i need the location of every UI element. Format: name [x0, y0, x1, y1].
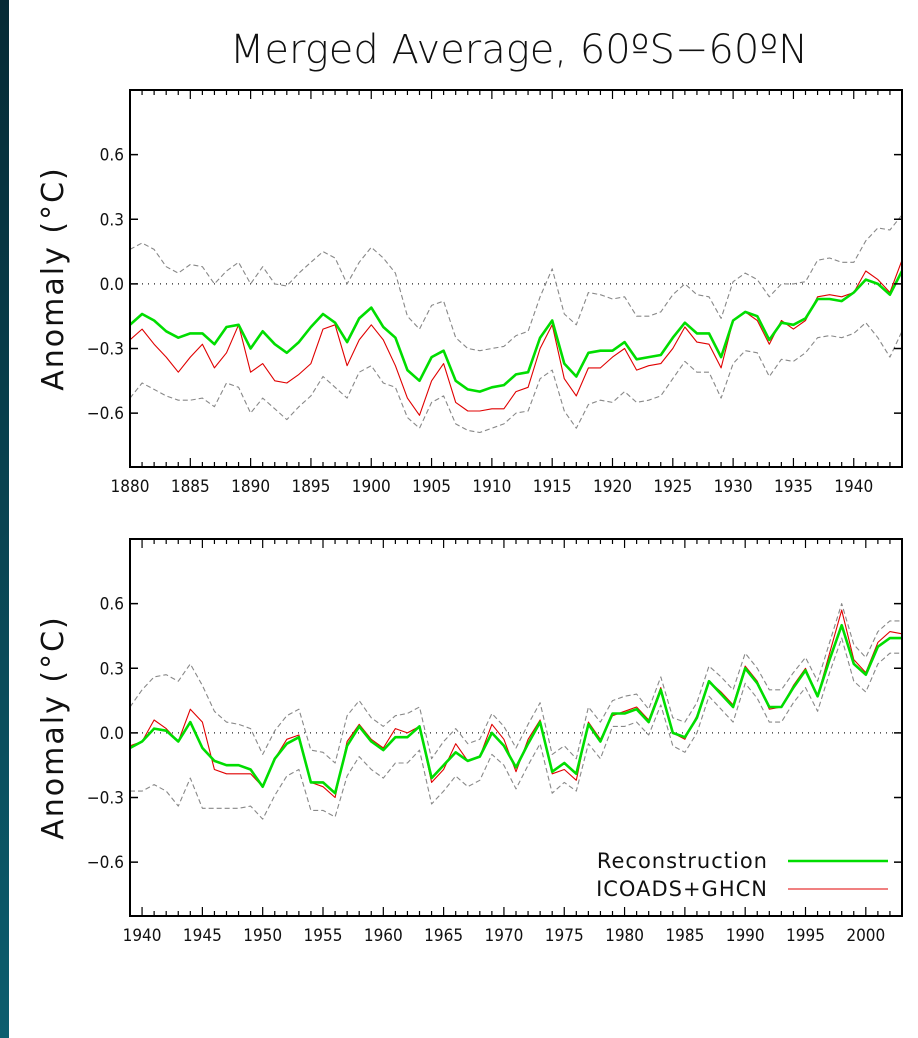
y-tick-label: −0.6 [87, 404, 124, 424]
x-tick-label: 1990 [726, 926, 765, 946]
x-tick-label: 2000 [846, 926, 885, 946]
chart-canvas: Merged Average, 60ºS−60ºN 0.6 0.3 0.0 −0.3 −… [36, 27, 903, 946]
x-tick-label: 1910 [472, 477, 511, 497]
chart-figure: Merged Average, 60ºS−60ºN 0.6 0.3 0.0 −0.3 −… [9, 0, 918, 1038]
legend-label: ICOADS+GHCN [596, 877, 768, 901]
series-reconstruction [130, 623, 902, 795]
plot-frame [129, 89, 903, 468]
x-tick-label: 1920 [593, 477, 632, 497]
x-tick-label: 1935 [774, 477, 813, 497]
x-tick-label: 1995 [786, 926, 825, 946]
series-reconstruction [130, 270, 902, 393]
x-tick-label: 1950 [243, 926, 282, 946]
series-icoads-ghcn [130, 609, 902, 799]
x-tick-label: 1905 [412, 477, 451, 497]
y-tick-label: 0.6 [100, 146, 124, 166]
y-axis-label: Anomaly (°C) [36, 166, 71, 390]
x-tick-label: 1985 [665, 926, 704, 946]
panel-2: 0.6 0.3 0.0 −0.3 −0.6 1940 1945 1950 1955 1960 196… [36, 538, 903, 946]
y-tick-label: −0.3 [87, 340, 124, 360]
y-tick-label: 0.0 [100, 724, 124, 744]
x-tick-label: 1895 [291, 477, 330, 497]
x-tick-label: 1930 [714, 477, 753, 497]
x-tick-label: 1970 [484, 926, 523, 946]
y-tick-label: 0.0 [100, 275, 124, 295]
y-tick-label: −0.3 [87, 789, 124, 809]
x-tick-label: 1965 [424, 926, 463, 946]
x-tick-label: 1955 [304, 926, 343, 946]
series-upper-bound [130, 214, 902, 352]
plot-frame [129, 538, 903, 917]
x-tick-label: 1880 [111, 477, 150, 497]
y-tick-label: 0.3 [100, 210, 124, 230]
x-tick-label: 1925 [653, 477, 692, 497]
y-tick-label: 0.6 [100, 595, 124, 615]
x-tick-label: 1940 [834, 477, 873, 497]
y-tick-label: 0.3 [100, 659, 124, 679]
x-tick-label: 1980 [605, 926, 644, 946]
series-lower-bound [130, 637, 902, 820]
panel-1: 0.6 0.3 0.0 −0.3 −0.6 1880 1885 1890 1895 1900 190… [36, 89, 903, 497]
y-axis-label: Anomaly (°C) [36, 615, 71, 839]
x-tick-label: 1940 [123, 926, 162, 946]
chart-title: Merged Average, 60ºS−60ºN [230, 27, 808, 73]
x-tick-label: 1890 [231, 477, 270, 497]
x-tick-label: 1975 [545, 926, 584, 946]
series-lower-bound [130, 322, 902, 434]
legend-label: Reconstruction [597, 849, 768, 873]
x-tick-label: 1960 [364, 926, 403, 946]
x-tick-label: 1945 [183, 926, 222, 946]
x-tick-label: 1900 [352, 477, 391, 497]
y-tick-label: −0.6 [87, 853, 124, 873]
series-upper-bound [130, 603, 902, 764]
x-tick-label: 1885 [171, 477, 210, 497]
x-tick-label: 1915 [533, 477, 572, 497]
